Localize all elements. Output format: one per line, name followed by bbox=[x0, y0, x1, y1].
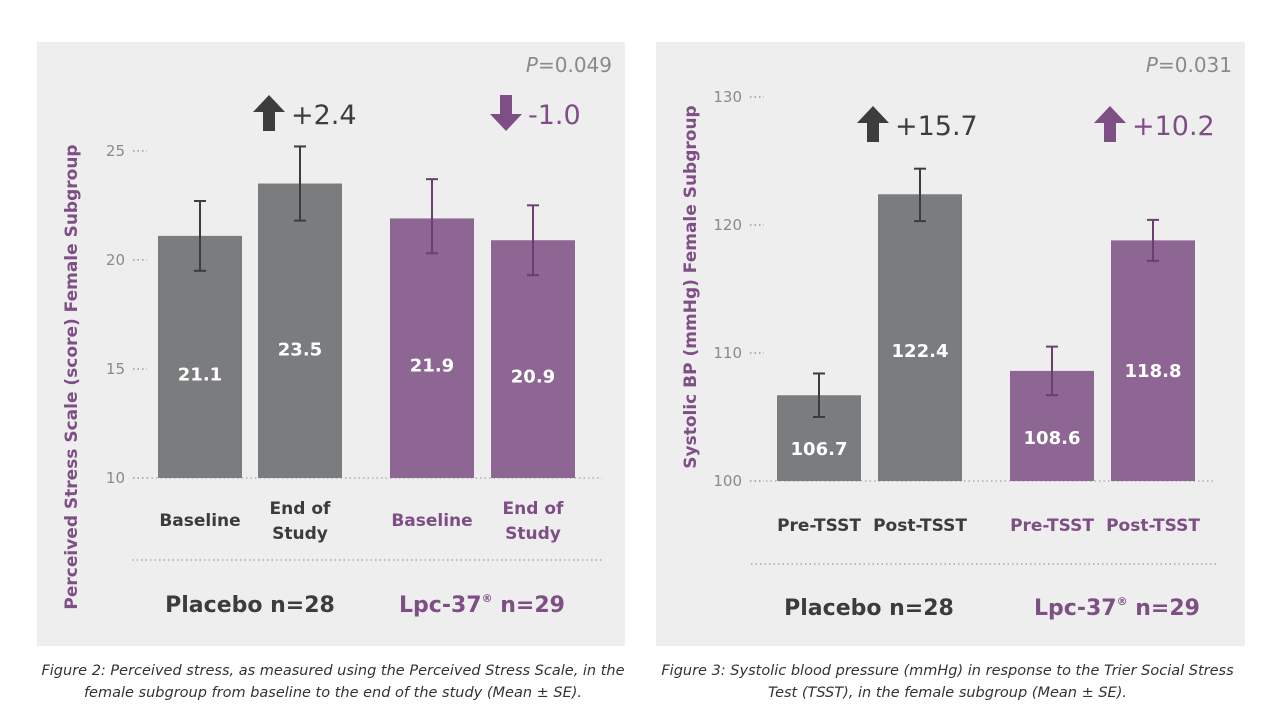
y-tick-label: 110 bbox=[713, 344, 742, 362]
x-category-label: Post-TSST bbox=[873, 516, 967, 536]
p-value-symbol: P bbox=[1146, 53, 1159, 77]
x-category-line: Pre-TSST bbox=[1010, 516, 1094, 536]
arrow-down-icon bbox=[490, 95, 522, 131]
registered-mark: ® bbox=[1117, 595, 1128, 608]
x-category-label: End of Study bbox=[503, 499, 564, 544]
bar bbox=[491, 240, 575, 478]
p-value-label: P=0.031 bbox=[1146, 53, 1232, 77]
x-category-line: End of bbox=[503, 499, 564, 519]
registered-mark: ® bbox=[482, 592, 493, 605]
y-tick-label: 120 bbox=[713, 216, 742, 234]
p-value-number: =0.031 bbox=[1158, 53, 1232, 77]
bar-value-label: 21.9 bbox=[410, 356, 454, 377]
x-category-label: Baseline bbox=[159, 511, 240, 531]
group-label-count: n=29 bbox=[1128, 596, 1200, 621]
x-category-line: Baseline bbox=[159, 511, 240, 531]
x-category-label: Baseline bbox=[391, 511, 472, 531]
figure-2-panel: P=0.049 10 15 20 25 Perceived Stress Scale (s… bbox=[37, 42, 625, 646]
x-category-line: Study bbox=[272, 524, 328, 544]
x-category-label: Pre-TSST bbox=[1010, 516, 1094, 536]
x-category-line: End of bbox=[270, 499, 331, 519]
perceived-stress-chart: P=0.049 10 15 20 25 Perceived Stress Scale (s… bbox=[62, 53, 612, 618]
bar-value-label: 122.4 bbox=[892, 341, 949, 362]
group-label: Lpc-37® n=29 bbox=[399, 592, 565, 618]
y-tick-label: 25 bbox=[106, 142, 125, 160]
bar-value-label: 106.7 bbox=[791, 439, 848, 460]
systolic-bp-chart: P=0.031 100 110 120 130 Systolic BP (mmHg) Fe… bbox=[681, 53, 1232, 621]
arrow-up-icon bbox=[1094, 106, 1126, 142]
bar-value-label: 21.1 bbox=[178, 364, 222, 385]
change-label: +15.7 bbox=[895, 111, 978, 142]
x-category-line: Study bbox=[505, 524, 561, 544]
bar bbox=[258, 183, 342, 478]
bar-value-label: 118.8 bbox=[1125, 361, 1182, 382]
y-tick-label: 10 bbox=[106, 469, 125, 487]
bar bbox=[1111, 240, 1195, 481]
x-category-line: Baseline bbox=[391, 511, 472, 531]
y-axis-label: Systolic BP (mmHg) Female Subgroup bbox=[681, 105, 701, 468]
figure-3-caption: Figure 3: Systolic blood pressure (mmHg)… bbox=[661, 663, 1234, 701]
group-label-name: Placebo n=28 bbox=[165, 593, 335, 618]
group-label-name: Placebo n=28 bbox=[784, 596, 954, 621]
x-category-line: Post-TSST bbox=[1106, 516, 1200, 536]
x-category-line: Post-TSST bbox=[873, 516, 967, 536]
y-tick-label: 130 bbox=[713, 88, 742, 106]
bar bbox=[158, 235, 242, 478]
figure-2-caption: Figure 2: Perceived stress, as measured … bbox=[41, 663, 625, 701]
change-label: -1.0 bbox=[528, 100, 581, 131]
p-value-label: P=0.049 bbox=[526, 53, 612, 77]
p-value-symbol: P bbox=[526, 53, 539, 77]
bar-value-label: 108.6 bbox=[1024, 428, 1081, 449]
y-tick-label: 15 bbox=[106, 360, 125, 378]
group-label-name: Lpc-37 bbox=[399, 593, 482, 618]
bar bbox=[390, 218, 474, 478]
bar-value-label: 20.9 bbox=[511, 367, 555, 388]
figure-3-panel: P=0.031 100 110 120 130 Systolic BP (mmHg) Fe… bbox=[656, 42, 1245, 646]
x-category-label: End of Study bbox=[270, 499, 331, 544]
bar bbox=[878, 194, 962, 481]
group-label-count: n=29 bbox=[493, 593, 565, 618]
arrow-up-icon bbox=[253, 95, 285, 131]
y-axis-label: Perceived Stress Scale (score) Female Su… bbox=[62, 144, 82, 609]
group-label: Lpc-37® n=29 bbox=[1034, 595, 1200, 621]
y-tick-label: 100 bbox=[713, 472, 742, 490]
x-category-label: Pre-TSST bbox=[777, 516, 861, 536]
p-value-number: =0.049 bbox=[538, 53, 612, 77]
change-label: +10.2 bbox=[1132, 111, 1215, 142]
x-category-label: Post-TSST bbox=[1106, 516, 1200, 536]
x-category-line: Pre-TSST bbox=[777, 516, 861, 536]
group-label-name: Lpc-37 bbox=[1034, 596, 1117, 621]
bar-value-label: 23.5 bbox=[278, 339, 322, 360]
y-tick-label: 20 bbox=[106, 251, 125, 269]
group-label: Placebo n=28 bbox=[784, 596, 954, 621]
group-label: Placebo n=28 bbox=[165, 593, 335, 618]
arrow-up-icon bbox=[857, 106, 889, 142]
change-label: +2.4 bbox=[291, 100, 357, 131]
